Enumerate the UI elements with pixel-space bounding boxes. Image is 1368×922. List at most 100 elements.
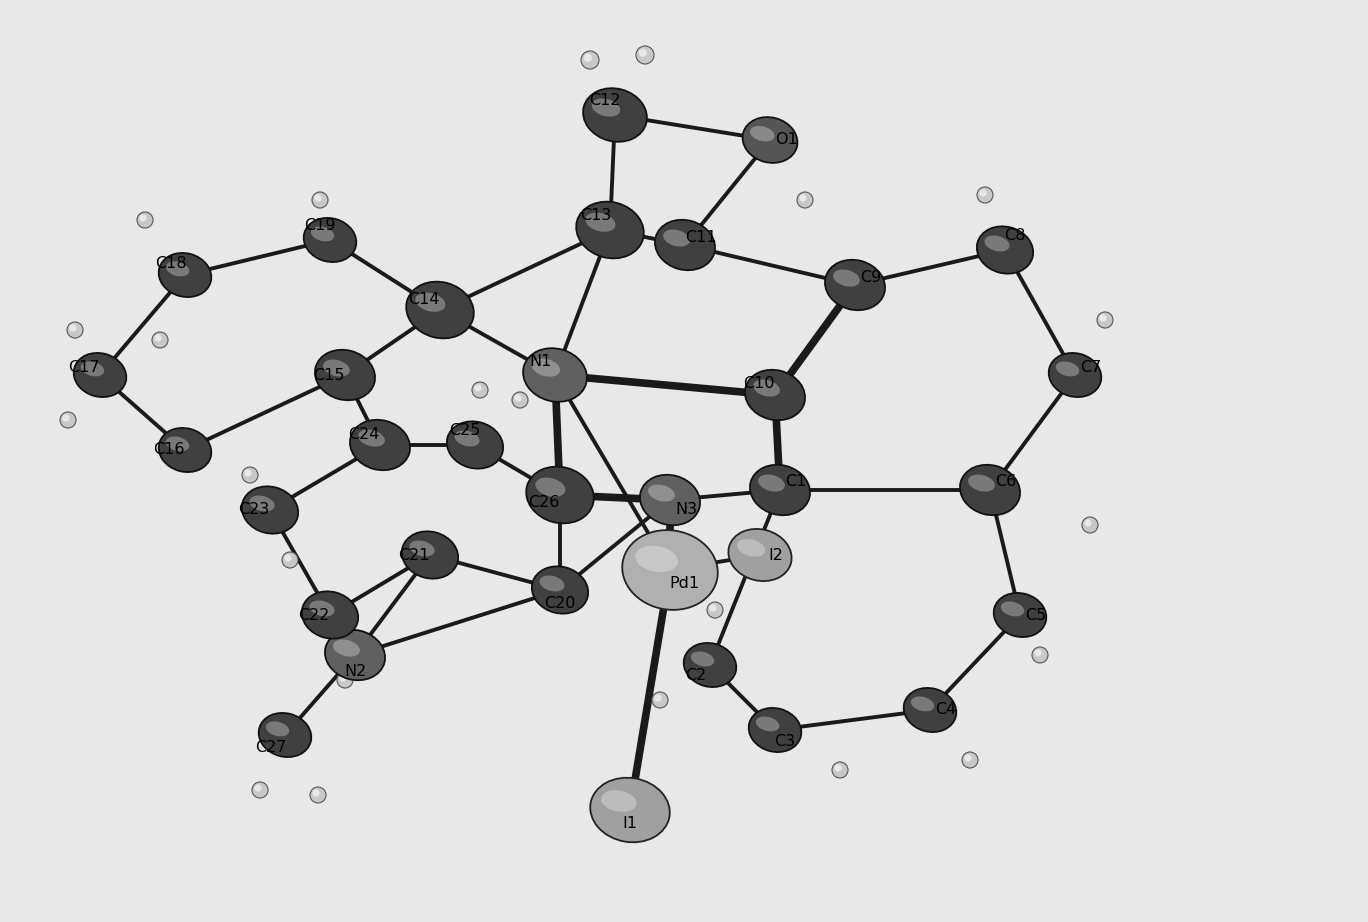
Circle shape <box>1085 519 1092 526</box>
Text: C7: C7 <box>1081 360 1101 374</box>
Ellipse shape <box>311 227 334 242</box>
Ellipse shape <box>315 349 375 400</box>
Ellipse shape <box>586 213 616 231</box>
Ellipse shape <box>743 117 798 163</box>
Circle shape <box>584 53 592 62</box>
Ellipse shape <box>259 713 312 757</box>
Ellipse shape <box>590 778 670 843</box>
Ellipse shape <box>663 230 689 246</box>
Circle shape <box>514 395 521 402</box>
Ellipse shape <box>985 235 1010 252</box>
Circle shape <box>67 322 83 338</box>
Ellipse shape <box>758 475 785 491</box>
Circle shape <box>1034 649 1041 656</box>
Circle shape <box>245 469 252 477</box>
Circle shape <box>654 694 662 702</box>
Ellipse shape <box>334 640 360 656</box>
Circle shape <box>311 787 326 803</box>
Circle shape <box>834 764 841 772</box>
Ellipse shape <box>539 575 565 592</box>
Circle shape <box>282 552 298 568</box>
Ellipse shape <box>532 359 560 377</box>
Circle shape <box>312 192 328 208</box>
Circle shape <box>242 467 259 483</box>
Text: C6: C6 <box>996 475 1016 490</box>
Ellipse shape <box>640 475 700 526</box>
Text: Pd1: Pd1 <box>669 576 699 592</box>
Ellipse shape <box>302 591 358 639</box>
Ellipse shape <box>911 696 934 712</box>
Ellipse shape <box>635 546 679 573</box>
Text: C5: C5 <box>1026 608 1047 622</box>
Circle shape <box>639 49 647 57</box>
Ellipse shape <box>406 281 473 338</box>
Ellipse shape <box>535 478 565 497</box>
Ellipse shape <box>265 721 289 737</box>
Ellipse shape <box>249 495 275 512</box>
Ellipse shape <box>74 353 126 397</box>
Circle shape <box>339 674 346 681</box>
Text: C17: C17 <box>68 360 100 374</box>
Circle shape <box>472 382 488 398</box>
Text: C20: C20 <box>544 597 576 611</box>
Ellipse shape <box>993 593 1047 637</box>
Circle shape <box>799 195 807 202</box>
Ellipse shape <box>358 430 384 446</box>
Text: C4: C4 <box>936 703 956 717</box>
Circle shape <box>312 789 320 797</box>
Text: C16: C16 <box>153 443 185 457</box>
Circle shape <box>140 215 146 221</box>
Ellipse shape <box>583 89 647 142</box>
Text: C10: C10 <box>743 375 774 391</box>
Circle shape <box>707 602 724 618</box>
Ellipse shape <box>969 475 995 491</box>
Ellipse shape <box>326 630 384 680</box>
Ellipse shape <box>750 126 774 141</box>
Circle shape <box>137 212 153 228</box>
Ellipse shape <box>304 218 356 262</box>
Ellipse shape <box>833 269 860 287</box>
Text: I2: I2 <box>769 548 784 562</box>
Ellipse shape <box>350 420 410 470</box>
Circle shape <box>1082 517 1099 533</box>
Circle shape <box>155 335 161 341</box>
Text: C9: C9 <box>860 269 881 285</box>
Text: C1: C1 <box>785 475 807 490</box>
Text: C18: C18 <box>155 255 187 270</box>
Text: C15: C15 <box>313 368 345 383</box>
Text: C23: C23 <box>238 502 269 517</box>
Ellipse shape <box>416 292 446 312</box>
Ellipse shape <box>684 643 736 687</box>
Circle shape <box>798 192 813 208</box>
Ellipse shape <box>746 370 804 420</box>
Ellipse shape <box>691 652 714 667</box>
Circle shape <box>512 392 528 408</box>
Circle shape <box>1097 312 1114 328</box>
Ellipse shape <box>1049 353 1101 397</box>
Ellipse shape <box>728 529 792 581</box>
Ellipse shape <box>754 380 780 396</box>
Circle shape <box>252 782 268 798</box>
Text: C27: C27 <box>256 739 287 754</box>
Ellipse shape <box>527 467 594 524</box>
Circle shape <box>60 412 77 428</box>
Circle shape <box>710 605 717 611</box>
Ellipse shape <box>622 530 718 609</box>
Ellipse shape <box>592 99 620 117</box>
Ellipse shape <box>1056 361 1079 376</box>
Text: I1: I1 <box>622 817 637 832</box>
Ellipse shape <box>242 487 298 534</box>
Circle shape <box>964 754 971 762</box>
Ellipse shape <box>159 253 211 297</box>
Circle shape <box>254 785 261 792</box>
Ellipse shape <box>81 361 104 376</box>
Ellipse shape <box>402 531 458 579</box>
Circle shape <box>63 414 70 421</box>
Circle shape <box>832 762 848 778</box>
Text: C8: C8 <box>1004 229 1026 243</box>
Circle shape <box>475 384 482 392</box>
Text: N3: N3 <box>674 502 698 517</box>
Ellipse shape <box>166 436 189 452</box>
Circle shape <box>285 554 291 561</box>
Ellipse shape <box>166 262 189 277</box>
